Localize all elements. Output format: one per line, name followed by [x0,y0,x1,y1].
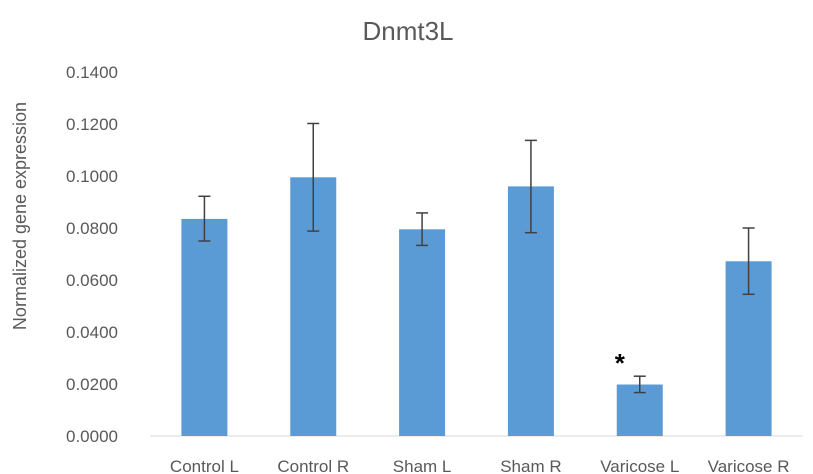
x-axis-categories: Control L Control R Sham L Sham R Varicose L… [170,457,790,474]
error-bar [307,122,320,232]
x-category-label: Varicose R [708,457,790,474]
x-category-label: Sham L [393,457,452,474]
error-bar [633,375,646,394]
bar [181,218,228,436]
bar [399,229,446,436]
y-tick-label: 0.0000 [66,427,118,446]
y-axis-ticks: 0.0000 0.0200 0.0400 0.0600 0.0800 0.1000 0.12… [66,63,118,446]
error-bars [198,122,755,394]
bars [181,177,772,437]
annotations: * [615,348,626,378]
y-axis-label: Normalized gene expression [10,102,30,330]
y-tick-label: 0.0600 [66,271,118,290]
significance-marker: * [615,348,626,378]
y-tick-label: 0.0800 [66,219,118,238]
y-tick-label: 0.1200 [66,115,118,134]
error-bar [416,212,429,247]
y-tick-label: 0.1400 [66,63,118,82]
x-category-label: Control L [170,457,239,474]
chart-title: Dnmt3L [362,16,453,46]
y-tick-label: 0.0400 [66,323,118,342]
error-bar [524,139,537,234]
x-category-label: Control R [277,457,349,474]
error-bar [198,195,211,242]
y-tick-label: 0.1000 [66,167,118,186]
x-category-label: Sham R [500,457,561,474]
error-bar [742,227,755,296]
x-category-label: Varicose L [600,457,679,474]
y-tick-label: 0.0200 [66,375,118,394]
